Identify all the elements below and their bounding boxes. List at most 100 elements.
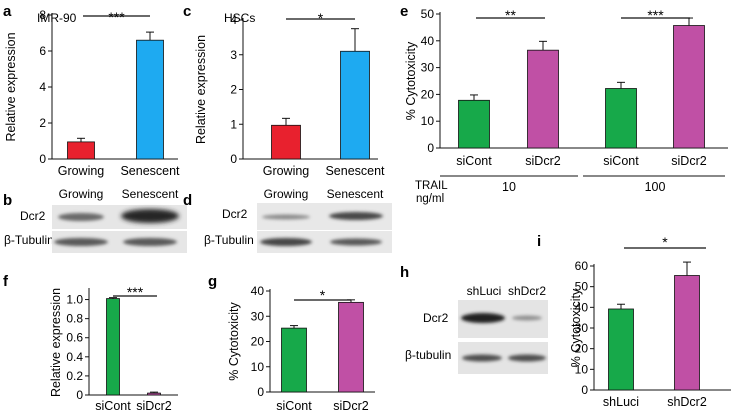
chart-g-category-label: siDcr2 — [333, 399, 368, 411]
chart-a: 0 2 4 6 8 Relative expression IMR-90 Growing Sen… — [4, 8, 180, 178]
chart-c-bar — [271, 124, 301, 160]
chart-c-ylabel: Relative expression — [194, 35, 208, 144]
blot-b-band-dcr2-senescent — [121, 209, 179, 223]
chart-c-significance-stars: * — [318, 10, 324, 26]
chart-a-category-label: Senescent — [120, 164, 180, 178]
chart-g-tick-label: 30 — [251, 309, 265, 323]
chart-a-tick-label: 8 — [39, 8, 46, 22]
chart-a-bar — [67, 141, 95, 160]
blot-d-band-dcr2-senescent — [329, 212, 383, 220]
chart-i-tick-label: 60 — [575, 259, 589, 273]
blot-h-band-tubulin-shdcr2 — [508, 354, 546, 362]
chart-e-group-10: 10 — [502, 180, 516, 194]
chart-f-tick-label: 0 — [76, 388, 83, 402]
blot-d-band-tubulin-growing — [260, 238, 312, 246]
chart-e-tick-label: 20 — [421, 87, 435, 101]
blot-h-col-shdcr2: shDcr2 — [508, 284, 546, 298]
chart-f-tick-label: 1.0 — [66, 293, 83, 307]
trail-label-line2: ng/ml — [416, 193, 444, 205]
blot-d: d Growing Senescent Dcr2 β-Tubulin — [183, 187, 392, 253]
chart-i-tick-label: 50 — [575, 280, 589, 294]
chart-f-tick-label: 0.2 — [66, 369, 83, 383]
chart-i-significance-stars: * — [662, 234, 668, 250]
blot-h-band-dcr2-shluci — [461, 313, 505, 323]
chart-a-tick-label: 6 — [39, 44, 46, 58]
chart-c-tick-label: 4 — [230, 13, 237, 27]
chart-e-tick-label: 50 — [421, 7, 435, 21]
chart-e-bar — [527, 49, 559, 149]
chart-e-group-annotation: TRAIL ng/ml 10 100 — [415, 175, 725, 205]
panel-letter-e: e — [400, 3, 408, 20]
chart-e-bar — [673, 25, 705, 149]
blot-d-band-dcr2-growing — [262, 214, 310, 220]
chart-i: 0 10 20 30 40 50 60 % Cytotoxicity shLuci shDcr2 * — [569, 234, 731, 409]
chart-e-bar — [458, 99, 490, 149]
chart-i-tick-label: 0 — [581, 383, 588, 397]
blot-d-row-tubulin: β-Tubulin — [204, 233, 254, 247]
chart-e-tick-label: 10 — [421, 114, 435, 128]
chart-a-ylabel: Relative expression — [4, 32, 18, 141]
panel-letter-g: g — [208, 273, 217, 290]
blot-d-col-senescent: Senescent — [327, 187, 384, 201]
blot-h-row-dcr2: Dcr2 — [423, 311, 449, 325]
chart-g-bar — [281, 327, 307, 393]
chart-e-bar — [605, 88, 637, 149]
blot-h: h shLuci shDcr2 Dcr2 β-tubulin — [400, 264, 548, 374]
blot-b: b Growing Senescent Dcr2 β-Tubulin — [3, 187, 187, 253]
chart-g-bar — [338, 301, 364, 393]
panel-letter-f: f — [3, 273, 9, 290]
chart-e-category-label: siDcr2 — [525, 154, 560, 168]
chart-i-category-label: shDcr2 — [667, 395, 707, 409]
chart-c-title: HSCs — [224, 11, 255, 25]
chart-i-ylabel: % Cytotoxicity — [569, 288, 583, 367]
chart-g-category-label: siCont — [276, 399, 312, 411]
chart-c: 0 1 2 3 4 Relative expression HSCs Growing Senes… — [194, 10, 385, 178]
blot-d-letter: d — [183, 192, 192, 209]
chart-c-category-label: Growing — [263, 164, 310, 178]
blot-d-band-tubulin-senescent — [330, 238, 382, 246]
chart-f-tick-label: 0.6 — [66, 331, 83, 345]
chart-e-category-label: siCont — [456, 154, 492, 168]
panel-letter-a: a — [3, 3, 12, 20]
chart-i-bar — [674, 275, 700, 391]
chart-e-category-label: siDcr2 — [671, 154, 706, 168]
chart-g-ylabel: % Cytotoxicity — [227, 302, 241, 381]
chart-i-tick-label: 30 — [575, 321, 589, 335]
chart-e-group-100: 100 — [645, 180, 666, 194]
chart-i-bar — [608, 308, 634, 391]
chart-e: 0 10 20 30 40 50 % Cytotoxicity siCont siDcr2 siC… — [404, 7, 728, 168]
blot-b-band-tubulin-growing — [54, 238, 108, 246]
chart-e-category-label: siCont — [603, 154, 639, 168]
chart-f-bar — [106, 298, 120, 396]
chart-e-significance-stars: *** — [647, 7, 664, 23]
chart-g: 0 10 20 30 40 % Cytotoxicity siCont siDcr2 * — [227, 284, 375, 411]
blot-b-row-dcr2: Dcr2 — [20, 209, 46, 223]
chart-g-tick-label: 40 — [251, 284, 265, 298]
chart-a-tick-label: 0 — [39, 152, 46, 166]
blot-b-row-tubulin: β-Tubulin — [4, 233, 54, 247]
chart-f-ylabel: Relative expression — [49, 288, 63, 397]
blot-d-row-dcr2: Dcr2 — [222, 207, 248, 221]
chart-c-category-label: Senescent — [325, 164, 385, 178]
blot-h-band-tubulin-shluci — [462, 354, 502, 362]
chart-f-tick-label: 0.8 — [66, 312, 83, 326]
chart-a-bar — [136, 39, 164, 160]
chart-e-tick-label: 40 — [421, 34, 435, 48]
chart-g-tick-label: 0 — [257, 385, 264, 399]
chart-c-tick-label: 3 — [230, 48, 237, 62]
blot-b-band-dcr2-growing — [58, 213, 104, 221]
chart-a-category-label: Growing — [58, 164, 105, 178]
blot-h-row-tubulin: β-tubulin — [405, 348, 451, 362]
chart-f-significance-stars: *** — [127, 284, 144, 300]
chart-c-tick-label: 0 — [230, 152, 237, 166]
chart-e-ylabel: % Cytotoxicity — [404, 41, 418, 120]
chart-a-significance-stars: *** — [108, 9, 125, 25]
blot-b-letter: b — [3, 192, 12, 209]
chart-e-tick-label: 30 — [421, 61, 435, 75]
chart-g-tick-label: 10 — [251, 360, 265, 374]
chart-i-tick-label: 20 — [575, 342, 589, 356]
chart-f-tick-label: 0.4 — [66, 350, 83, 364]
chart-a-tick-label: 4 — [39, 80, 46, 94]
